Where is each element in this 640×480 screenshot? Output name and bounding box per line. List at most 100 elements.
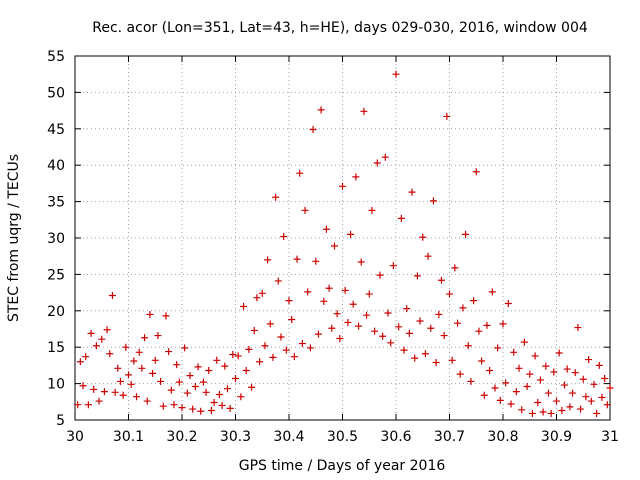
data-point — [542, 362, 550, 370]
data-point — [421, 350, 429, 358]
data-point — [191, 383, 199, 391]
data-point — [79, 382, 87, 390]
data-point — [127, 380, 135, 388]
data-point — [483, 321, 491, 329]
x-tick-label: 30.5 — [327, 429, 358, 445]
data-point — [365, 290, 373, 298]
y-tick-label: 35 — [47, 195, 65, 211]
data-point — [245, 345, 253, 353]
data-point — [322, 225, 330, 233]
x-tick-label: 30.2 — [166, 429, 197, 445]
x-tick-label: 30 — [66, 429, 84, 445]
data-point — [84, 401, 92, 409]
data-point — [210, 399, 218, 407]
data-point — [566, 403, 574, 411]
data-point — [301, 206, 309, 214]
data-point — [92, 342, 100, 350]
data-point — [103, 326, 111, 334]
data-point — [285, 297, 293, 305]
y-tick-label: 50 — [47, 85, 65, 101]
chart-title: Rec. acor (Lon=351, Lat=43, h=HE), days … — [92, 20, 588, 36]
data-point — [389, 262, 397, 270]
data-point — [539, 408, 547, 416]
data-point — [451, 264, 459, 272]
data-point — [250, 326, 258, 334]
data-point — [274, 277, 282, 285]
data-point — [472, 168, 480, 176]
data-point — [523, 383, 531, 391]
data-point — [202, 388, 210, 396]
data-point — [213, 356, 221, 364]
data-point — [157, 377, 165, 385]
data-point — [175, 378, 183, 386]
data-point — [553, 397, 560, 405]
x-tick-label: 30.8 — [487, 429, 518, 445]
data-point — [561, 381, 569, 389]
data-point — [574, 324, 582, 332]
data-point — [352, 173, 360, 181]
data-point — [510, 348, 518, 356]
data-point — [531, 352, 539, 360]
data-point — [111, 388, 119, 396]
data-point — [446, 290, 453, 298]
data-point — [258, 289, 266, 297]
data-point — [606, 384, 614, 392]
data-point — [376, 271, 384, 279]
data-point — [579, 375, 587, 383]
data-point — [443, 112, 451, 120]
data-point — [355, 322, 363, 330]
data-point — [288, 316, 296, 324]
data-point — [162, 312, 170, 320]
data-point — [306, 344, 314, 352]
data-point — [266, 320, 274, 328]
data-point — [248, 383, 256, 391]
data-point — [515, 364, 523, 372]
data-point — [223, 385, 231, 393]
data-point — [90, 385, 98, 393]
data-point — [170, 401, 178, 409]
data-point — [304, 288, 312, 296]
data-point — [526, 370, 534, 378]
data-point — [520, 338, 528, 346]
data-point — [363, 311, 371, 319]
data-point — [470, 297, 478, 305]
x-tick-label: 31 — [601, 429, 619, 445]
data-point — [232, 375, 239, 383]
data-point — [432, 358, 440, 366]
data-point — [149, 369, 157, 377]
data-point — [601, 375, 609, 383]
data-point — [397, 214, 405, 222]
data-point — [261, 342, 269, 350]
data-point — [146, 310, 154, 318]
data-point — [373, 159, 381, 167]
data-point — [135, 348, 143, 356]
data-point — [360, 107, 368, 115]
data-point — [411, 354, 419, 362]
data-point — [290, 353, 298, 361]
data-point — [186, 372, 194, 380]
data-point — [577, 405, 585, 413]
data-point — [491, 384, 499, 392]
data-point — [151, 356, 159, 364]
y-tick-label: 25 — [47, 267, 65, 283]
data-point — [178, 404, 186, 412]
data-point — [486, 366, 494, 374]
data-point — [240, 302, 248, 310]
x-tick-label: 30.6 — [380, 429, 411, 445]
data-point — [475, 327, 483, 335]
data-point — [555, 349, 563, 357]
data-point — [314, 330, 322, 338]
data-point — [368, 206, 376, 214]
data-point — [215, 391, 223, 399]
data-point — [98, 335, 106, 343]
data-point — [320, 297, 328, 305]
data-point — [536, 376, 544, 384]
data-point — [165, 348, 173, 356]
data-point — [550, 368, 558, 376]
data-point — [381, 153, 389, 161]
data-point — [544, 389, 552, 397]
data-point — [456, 370, 464, 378]
data-point — [325, 284, 333, 292]
data-point — [413, 272, 421, 280]
data-point — [494, 344, 502, 352]
